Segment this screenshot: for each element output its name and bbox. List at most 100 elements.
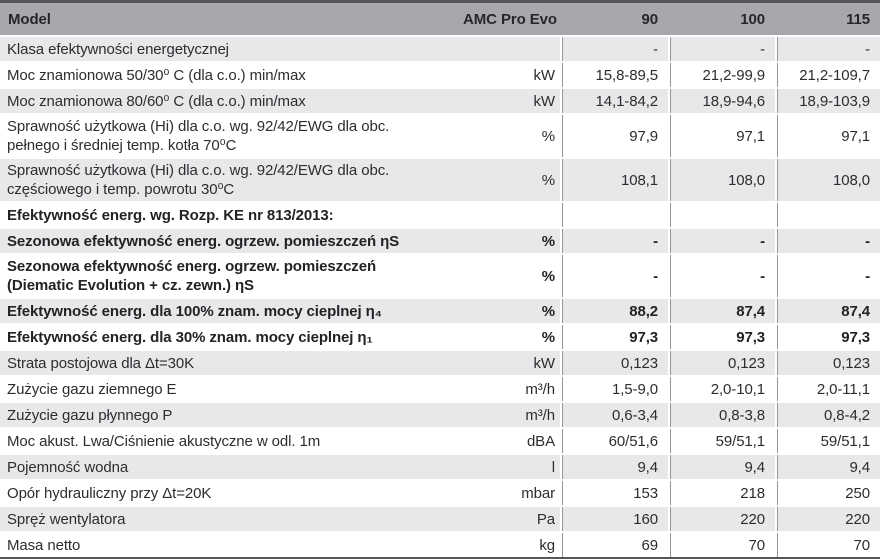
spec-value-90: 1,5-9,0 — [560, 377, 668, 401]
spec-value-100: 18,9-94,6 — [668, 89, 775, 113]
spec-value-90: 97,9 — [560, 115, 668, 157]
spec-value-115: 18,9-103,9 — [775, 89, 880, 113]
spec-value-90: 9,4 — [560, 455, 668, 479]
table-row: Spręż wentylatora Pa 160 220 220 — [0, 505, 880, 531]
table-row: Moc akust. Lwa/Ciśnienie akustyczne w od… — [0, 427, 880, 453]
spec-label: Efektywność energ. dla 30% znam. mocy ci… — [7, 328, 373, 346]
spec-unit: m³/h — [525, 380, 555, 398]
spec-value-90: 0,6-3,4 — [560, 403, 668, 427]
spec-value-115: 97,3 — [775, 325, 880, 349]
spec-value-115: 87,4 — [775, 299, 880, 323]
spec-value-100: - — [668, 255, 775, 297]
table-row: Zużycie gazu płynnego P m³/h 0,6-3,4 0,8… — [0, 401, 880, 427]
column-header-100: 100 — [740, 10, 765, 28]
table-row: Efektywność energ. dla 30% znam. mocy ci… — [0, 323, 880, 349]
spec-value-90: 14,1-84,2 — [560, 89, 668, 113]
spec-label: Strata postojowa dla Δt=30K — [7, 354, 195, 372]
spec-value-115: 97,1 — [775, 115, 880, 157]
spec-value-90: 0,123 — [560, 351, 668, 375]
spec-label: Efektywność energ. dla 100% znam. mocy c… — [7, 302, 382, 320]
spec-value-115: 220 — [775, 507, 880, 531]
spec-value-115: 9,4 — [775, 455, 880, 479]
table-row: Opór hydrauliczny przy Δt=20K mbar 153 2… — [0, 479, 880, 505]
spec-unit: m³/h — [525, 406, 555, 424]
spec-unit: kg — [539, 536, 555, 554]
spec-value-115: 250 — [775, 481, 880, 505]
spec-unit: Pa — [536, 510, 555, 528]
column-header-90: 90 — [641, 10, 659, 28]
table-row: Strata postojowa dla Δt=30K kW 0,123 0,1… — [0, 349, 880, 375]
spec-value-90: 15,8-89,5 — [560, 63, 668, 87]
spec-label: Sprawność użytkowa (Hi) dla c.o. wg. 92/… — [7, 162, 390, 198]
spec-value-90: 108,1 — [560, 159, 668, 201]
spec-value-90 — [560, 203, 668, 227]
spec-label: Zużycie gazu ziemnego E — [7, 380, 177, 398]
spec-value-115: 70 — [775, 533, 880, 557]
table-row: Sprawność użytkowa (Hi) dla c.o. wg. 92/… — [0, 113, 880, 157]
spec-value-100: - — [668, 229, 775, 253]
spec-value-90: 160 — [560, 507, 668, 531]
spec-value-115: - — [775, 37, 880, 61]
spec-value-90: 88,2 — [560, 299, 668, 323]
spec-value-115: 21,2-109,7 — [775, 63, 880, 87]
spec-label: Masa netto — [7, 536, 81, 554]
spec-value-100 — [668, 203, 775, 227]
spec-unit: kW — [533, 92, 556, 110]
spec-value-100: 218 — [668, 481, 775, 505]
column-header-model: Model — [8, 10, 51, 28]
spec-label: Efektywność energ. wg. Rozp. KE nr 813/2… — [7, 206, 334, 224]
spec-value-115: - — [775, 255, 880, 297]
spec-value-100: 0,8-3,8 — [668, 403, 775, 427]
table-row: Masa netto kg 69 70 70 — [0, 531, 880, 557]
spec-value-90: 153 — [560, 481, 668, 505]
spec-label: Moc akust. Lwa/Ciśnienie akustyczne w od… — [7, 432, 321, 450]
table-row: Sprawność użytkowa (Hi) dla c.o. wg. 92/… — [0, 157, 880, 201]
spec-value-100: - — [668, 37, 775, 61]
spec-unit: % — [541, 127, 555, 145]
table-row: Sezonowa efektywność energ. ogrzew. pomi… — [0, 227, 880, 253]
spec-label: Pojemność wodna — [7, 458, 129, 476]
spec-unit: % — [541, 171, 555, 189]
spec-value-100: 97,1 — [668, 115, 775, 157]
spec-value-90: 60/51,6 — [560, 429, 668, 453]
spec-label: Klasa efektywności energetycznej — [7, 40, 229, 58]
spec-unit — [460, 37, 560, 61]
table-row: Sezonowa efektywność energ. ogrzew. pomi… — [0, 253, 880, 297]
spec-unit: % — [541, 328, 555, 346]
spec-value-90: - — [560, 229, 668, 253]
spec-label: Opór hydrauliczny przy Δt=20K — [7, 484, 212, 502]
table-header-row: Model AMC Pro Evo 90 100 115 — [0, 3, 880, 35]
spec-value-100: 70 — [668, 533, 775, 557]
spec-value-100: 21,2-99,9 — [668, 63, 775, 87]
spec-label: Moc znamionowa 80/60⁰ C (dla c.o.) min/m… — [7, 92, 306, 110]
spec-value-90: - — [560, 37, 668, 61]
spec-value-100: 220 — [668, 507, 775, 531]
spec-label: Spręż wentylatora — [7, 510, 126, 528]
spec-unit: % — [541, 232, 555, 250]
spec-value-100: 0,123 — [668, 351, 775, 375]
spec-value-90: 69 — [560, 533, 668, 557]
spec-unit: kW — [533, 66, 556, 84]
spec-unit: % — [541, 302, 555, 320]
spec-label: Sezonowa efektywność energ. ogrzew. pomi… — [7, 258, 377, 294]
spec-value-90: - — [560, 255, 668, 297]
spec-value-100: 108,0 — [668, 159, 775, 201]
table-row: Efektywność energ. wg. Rozp. KE nr 813/2… — [0, 201, 880, 227]
spec-label: Moc znamionowa 50/30⁰ C (dla c.o.) min/m… — [7, 66, 306, 84]
spec-value-115: 0,123 — [775, 351, 880, 375]
spec-value-90: 97,3 — [560, 325, 668, 349]
spec-unit — [460, 203, 560, 227]
spec-unit: mbar — [521, 484, 555, 502]
spec-unit: % — [541, 267, 555, 285]
table-row: Klasa efektywności energetycznej - - - — [0, 35, 880, 61]
spec-value-115: 2,0-11,1 — [775, 377, 880, 401]
spec-label: Sezonowa efektywność energ. ogrzew. pomi… — [7, 232, 400, 250]
spec-value-100: 97,3 — [668, 325, 775, 349]
spec-label: Zużycie gazu płynnego P — [7, 406, 173, 424]
spec-value-100: 87,4 — [668, 299, 775, 323]
spec-value-100: 59/51,1 — [668, 429, 775, 453]
spec-value-115: 59/51,1 — [775, 429, 880, 453]
table-row: Pojemność wodna l 9,4 9,4 9,4 — [0, 453, 880, 479]
spec-value-115: 108,0 — [775, 159, 880, 201]
